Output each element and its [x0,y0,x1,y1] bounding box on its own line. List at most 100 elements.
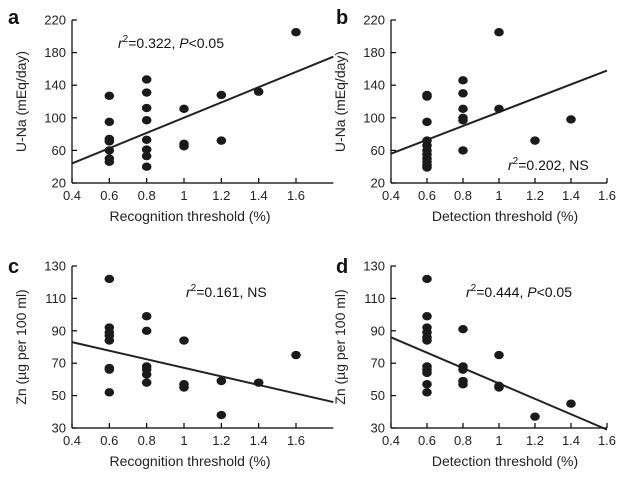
x-tick-label: 0.6 [418,188,436,203]
panel-letter: b [336,7,348,29]
data-point [141,370,152,379]
stats-annotation: r2=0.202, NS [508,156,589,173]
x-axis-label: Recognition threshold (%) [109,208,270,224]
data-point [141,162,152,171]
data-point [494,104,504,114]
data-point [104,157,115,167]
x-tick-label: 1.6 [598,188,616,203]
x-tick-label: 0.8 [138,188,156,203]
data-point [216,376,227,386]
x-tick-label: 1 [495,433,502,448]
data-point [104,365,115,374]
y-tick-label: 220 [363,13,385,28]
panel-letter: a [8,7,20,29]
x-axis-label: Detection threshold (%) [432,208,578,224]
panel-a: 20 60 100 140 180 220 0.4 0.6 0.8 1 1.2 1.4 1.6 Recog… [8,7,334,224]
panel-d: 30 50 70 90 110 130 0.4 0.6 0.8 1 1.2 1.4 1.6 Detecti… [332,256,616,469]
data-point [179,142,189,151]
y-axis-label: U-Na (mEq/day) [332,51,348,152]
data-point [141,145,152,154]
data-point [104,336,115,345]
data-point [422,312,432,321]
data-point [104,137,115,146]
data-point [458,380,468,389]
data-point [179,383,189,392]
y-tick-label: 220 [44,13,66,28]
data-point [458,116,468,125]
panel-c: 30 50 70 90 110 130 0.4 0.6 0.8 1 1.2 1.4 1.6 Recogni… [8,256,334,469]
x-tick-label: 1.6 [287,433,305,448]
stats-annotation: r2=0.444, P<0.05 [466,283,572,300]
data-point [422,380,432,389]
data-point [458,104,468,114]
data-point [422,336,432,345]
x-tick-label: 1.2 [526,433,544,448]
y-tick-label: 60 [371,143,385,158]
data-point [494,383,504,392]
data-point [141,135,152,145]
y-tick-label: 30 [371,421,385,436]
x-tick-label: 0.8 [138,433,156,448]
x-tick-label: 0.6 [100,188,118,203]
data-point [141,326,152,335]
data-point [458,324,468,334]
y-tick-label: 70 [371,356,385,371]
regression-line [71,341,334,404]
x-tick-label: 0.8 [454,433,472,448]
data-point [141,378,152,387]
data-point [104,117,115,127]
stats-annotation: r2=0.161, NS [186,283,267,300]
data-point [141,75,152,84]
x-tick-label: 1.2 [212,188,230,203]
x-tick-label: 1.4 [562,188,580,203]
y-tick-label: 140 [363,78,385,93]
data-point [422,92,432,101]
x-tick-label: 0.4 [382,433,400,448]
panel-b: 20 60 100 140 180 220 0.4 0.6 0.8 1 1.2 1.4 1.6 Detec… [332,7,616,224]
data-point [458,89,468,98]
y-tick-label: 100 [363,110,385,125]
y-tick-label: 50 [52,388,66,403]
data-point [104,91,115,100]
data-point [104,274,115,284]
data-point [179,104,189,114]
data-point [494,350,504,360]
data-point [141,116,152,125]
y-tick-label: 50 [371,388,385,403]
y-axis-label: Zn (µg per 100 ml) [13,289,29,404]
panel-letter: d [336,256,348,278]
data-point [141,312,152,321]
y-tick-label: 130 [44,259,66,274]
data-point [104,146,115,155]
x-tick-label: 1.6 [287,188,305,203]
y-tick-label: 70 [52,356,66,371]
data-point [458,365,468,374]
data-point [422,163,432,172]
data-point [422,117,432,127]
y-tick-label: 100 [44,110,66,125]
x-tick-label: 1.2 [526,188,544,203]
data-point [494,28,504,37]
x-tick-label: 0.4 [63,433,81,448]
y-tick-label: 140 [44,78,66,93]
y-tick-label: 90 [371,323,385,338]
y-axis-label: U-Na (mEq/day) [13,51,29,152]
data-point [216,136,227,145]
x-tick-label: 1 [495,188,502,203]
data-point [458,76,468,85]
y-tick-label: 180 [44,45,66,60]
data-point [253,378,264,387]
data-point [291,350,301,360]
data-point [141,103,152,113]
stats-annotation: r2=0.322, P<0.05 [118,34,224,51]
data-point [458,146,468,155]
data-point [530,412,540,421]
data-point [253,87,264,96]
x-axis-label: Detection threshold (%) [432,453,578,469]
data-point [291,28,301,37]
data-point [422,274,432,284]
y-tick-label: 90 [52,323,66,338]
data-point [566,399,576,408]
y-tick-label: 30 [52,421,66,436]
